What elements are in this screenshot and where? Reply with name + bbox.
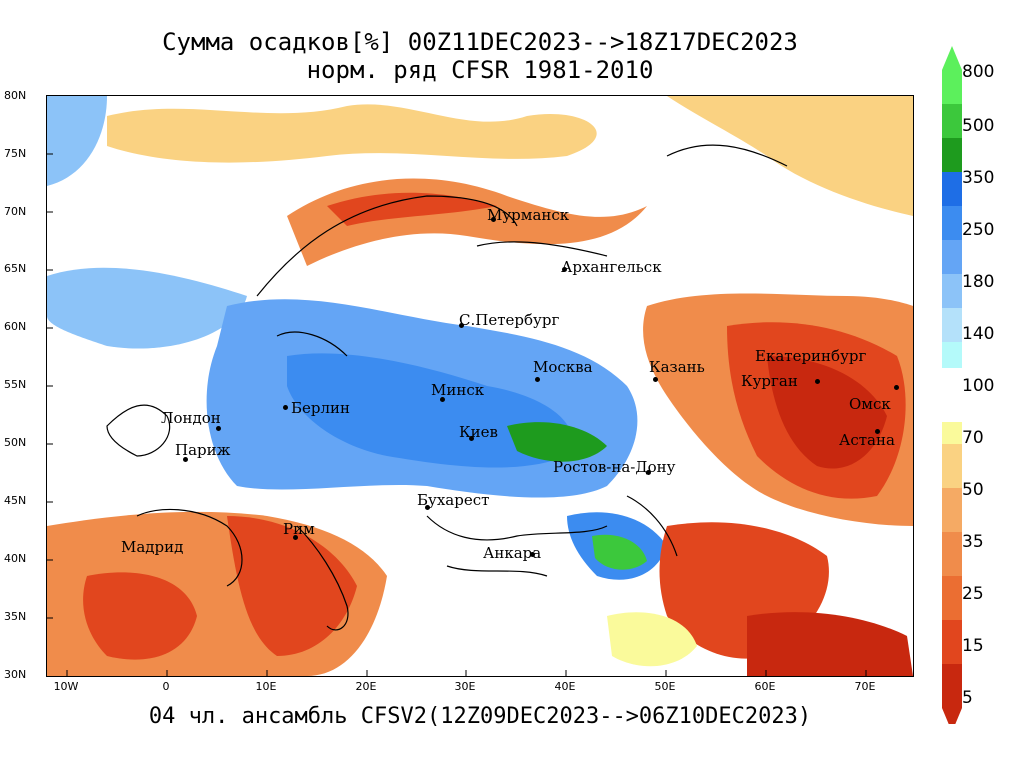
lon-label: 40E	[554, 680, 576, 693]
map-subtitle: норм. ряд CFSR 1981-2010	[306, 56, 654, 84]
colorbar-swatch	[942, 172, 962, 206]
lon-label: 0	[162, 680, 170, 693]
city-kazan: Казань	[649, 358, 705, 376]
lat-label: 60N	[4, 320, 27, 333]
colorbar-swatch	[942, 422, 962, 444]
city-london: Лондон	[161, 409, 221, 427]
colorbar-label: 140	[962, 324, 995, 344]
colorbar	[942, 46, 962, 724]
city-dot	[183, 457, 188, 462]
city-dot	[535, 377, 540, 382]
city-dot	[815, 379, 820, 384]
city-dot	[646, 470, 651, 475]
city-arkhangelsk: Архангельск	[561, 258, 662, 276]
city-dot	[283, 405, 288, 410]
city-dot	[530, 552, 535, 557]
colorbar-label: 5	[962, 688, 973, 708]
city-dot	[425, 505, 430, 510]
city-dot	[440, 397, 445, 402]
map-title: Сумма осадков[%] 00Z11DEC2023-->18Z17DEC…	[162, 28, 798, 56]
lat-label: 75N	[4, 147, 27, 160]
colorbar-swatch	[942, 532, 962, 576]
colorbar-swatch	[942, 576, 962, 620]
city-kurgan: Курган	[741, 372, 798, 390]
city-dot	[562, 267, 567, 272]
colorbar-swatch	[942, 138, 962, 172]
lat-label: 80N	[4, 89, 27, 102]
city-paris: Париж	[175, 441, 231, 459]
lon-label: 20E	[355, 680, 377, 693]
map-field	[47, 96, 913, 676]
colorbar-label: 35	[962, 532, 984, 552]
precipitation-map: Мурманск Архангельск С.Петербург Москва …	[46, 95, 914, 677]
city-madrid: Мадрид	[121, 538, 184, 556]
city-astana: Астана	[839, 431, 895, 449]
colorbar-label: 50	[962, 480, 984, 500]
city-murmansk: Мурманск	[487, 206, 570, 224]
colorbar-swatch	[942, 206, 962, 240]
lon-label: 50E	[654, 680, 676, 693]
city-dot	[293, 535, 298, 540]
colorbar-label: 500	[962, 116, 995, 136]
lon-label: 70E	[854, 680, 876, 693]
city-kiev: Киев	[459, 423, 498, 441]
lat-label: 65N	[4, 262, 27, 275]
colorbar-swatch	[942, 444, 962, 488]
city-spb: С.Петербург	[459, 311, 560, 329]
city-dot	[469, 436, 474, 441]
city-dot	[653, 377, 658, 382]
colorbar-label: 100	[962, 376, 995, 396]
lat-label: 35N	[4, 610, 27, 623]
city-bucharest: Бухарест	[417, 491, 490, 509]
city-moscow: Москва	[533, 358, 593, 376]
city-dot	[216, 426, 221, 431]
colorbar-swatch	[942, 342, 962, 368]
lat-label: 30N	[4, 668, 27, 681]
lat-label: 45N	[4, 494, 27, 507]
city-omsk: Омск	[849, 395, 891, 413]
map-footer: 04 чл. ансамбль CFSV2(12Z09DEC2023-->06Z…	[148, 704, 812, 729]
city-ankara: Анкара	[483, 544, 542, 562]
colorbar-label: 180	[962, 272, 995, 292]
city-dot	[459, 323, 464, 328]
colorbar-label: 70	[962, 428, 984, 448]
colorbar-label: 350	[962, 168, 995, 188]
colorbar-label: 800	[962, 62, 995, 82]
colorbar-swatch	[942, 664, 962, 708]
colorbar-swatch	[942, 240, 962, 274]
colorbar-label: 15	[962, 636, 984, 656]
lon-label: 60E	[754, 680, 776, 693]
city-dot	[894, 385, 899, 390]
lat-label: 50N	[4, 436, 27, 449]
city-yekaterinburg: Екатеринбург	[755, 347, 867, 365]
colorbar-arrow-bottom	[942, 708, 962, 724]
lat-label: 55N	[4, 378, 27, 391]
city-minsk: Минск	[431, 381, 485, 399]
city-berlin: Берлин	[291, 399, 351, 417]
colorbar-swatch	[942, 620, 962, 664]
colorbar-arrow-top	[942, 46, 962, 70]
lat-label: 40N	[4, 552, 27, 565]
colorbar-swatch	[942, 104, 962, 138]
colorbar-swatch	[942, 308, 962, 342]
city-rome: Рим	[283, 520, 315, 538]
colorbar-swatch	[942, 70, 962, 104]
lon-label: 10W	[53, 680, 79, 693]
city-rostov: Ростов-на-Дону	[553, 458, 676, 476]
city-dot	[875, 429, 880, 434]
colorbar-label: 25	[962, 584, 984, 604]
colorbar-label: 250	[962, 220, 995, 240]
lon-label: 30E	[454, 680, 476, 693]
colorbar-swatch	[942, 274, 962, 308]
colorbar-swatch	[942, 488, 962, 532]
lat-label: 70N	[4, 205, 27, 218]
city-dot	[491, 217, 496, 222]
lon-label: 10E	[255, 680, 277, 693]
